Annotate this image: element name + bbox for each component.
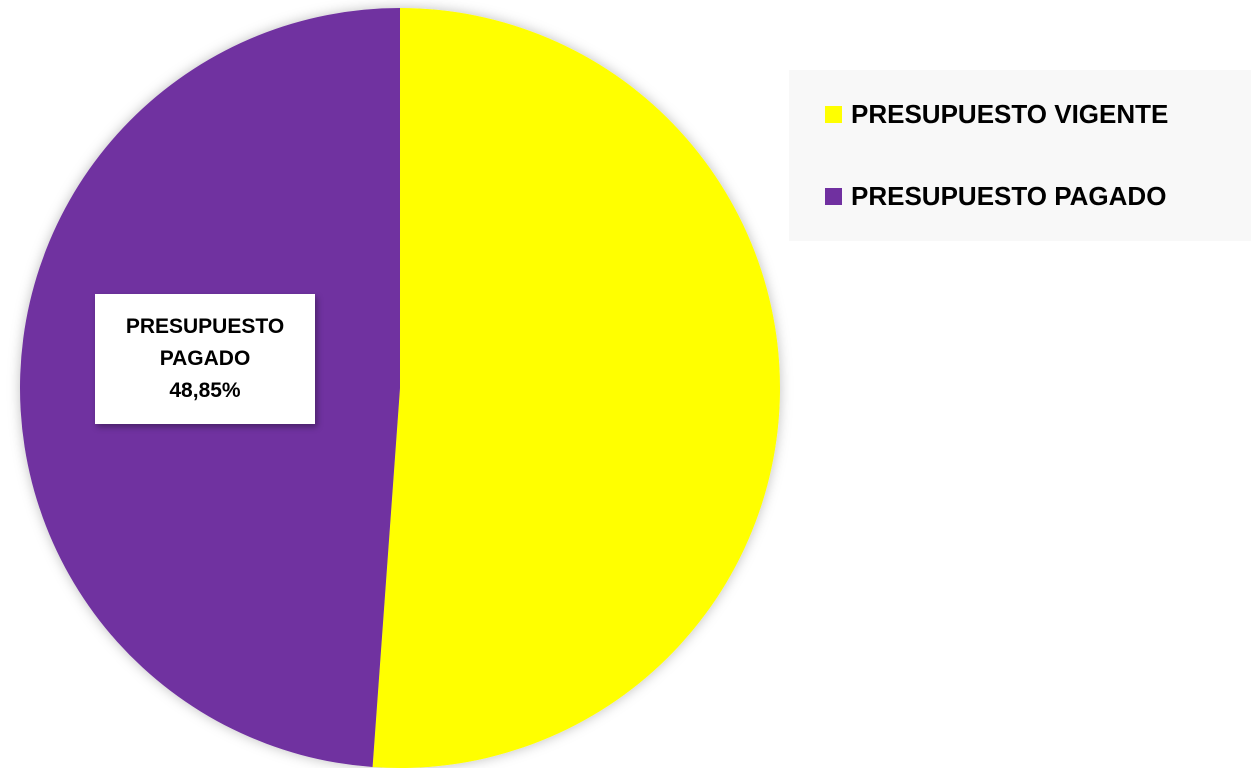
data-label-line1: PRESUPUESTO [125,315,285,338]
legend-item-pagado: PRESUPUESTO PAGADO [825,176,1251,216]
data-label-presupuesto-pagado: PRESUPUESTO PAGADO 48,85% [95,294,315,424]
legend-swatch-vigente [825,105,842,123]
pie-slice-presupuesto-vigente [372,8,780,768]
legend-label-vigente: PRESUPUESTO VIGENTE [851,98,1169,129]
data-label-value: 48,85% [169,379,241,402]
legend-label-pagado: PRESUPUESTO PAGADO [851,180,1167,211]
data-label-line2: PAGADO [159,347,251,370]
legend-item-vigente: PRESUPUESTO VIGENTE [825,94,1251,134]
legend: PRESUPUESTO VIGENTE PRESUPUESTO PAGADO [789,70,1251,241]
legend-swatch-pagado [825,187,842,205]
